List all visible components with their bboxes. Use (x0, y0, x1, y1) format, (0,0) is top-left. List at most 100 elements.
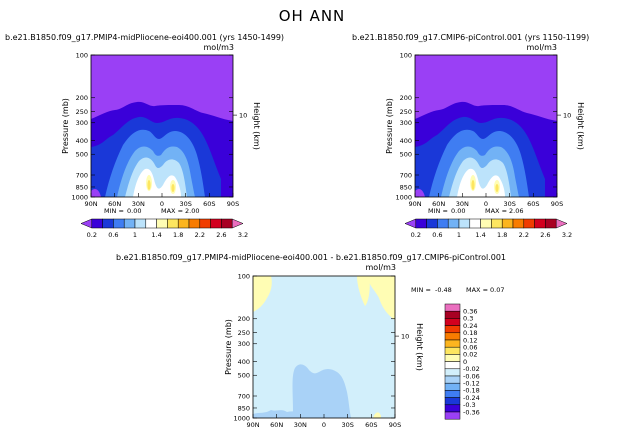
y-tick-label: 500 (76, 151, 88, 159)
right-tick-label: 10 (401, 332, 409, 340)
colorbar-swatch (188, 218, 201, 229)
colorbar-tick-label: 0.36 (463, 308, 477, 316)
x-tick-label: 90S (227, 200, 239, 208)
max-label: MAX = (466, 286, 488, 294)
tick-layer: 90N 60N 30N 0 30S 60S 90S 100 200 250 300 400 500 700… (233, 272, 409, 429)
contour-band (495, 184, 499, 192)
x-tick-label: 60S (203, 200, 215, 208)
colorbar-tick-label: 1 (457, 231, 461, 239)
colorbar-swatch (444, 382, 461, 391)
colorbar: 0.2 0.6 1 1.4 1.8 2.2 2.6 3.2 (80, 218, 248, 239)
units-label: mol/m3 (527, 43, 558, 52)
colorbar-swatch (415, 218, 427, 229)
colorbar-swatch (231, 218, 244, 229)
y-tick-label: 850 (76, 183, 88, 191)
x-tick-label: 0 (322, 421, 326, 429)
colorbar-tick-label: -0.24 (463, 394, 480, 402)
colorbar-tick-label: 0.18 (463, 329, 477, 337)
y-tick-label: 1000 (233, 414, 250, 422)
panel-midpliocene: b.e21.B1850.f09_g17.PMIP4-midPliocene-eo… (5, 33, 284, 239)
colorbar-swatch (426, 218, 438, 229)
colorbar-swatch (134, 218, 147, 229)
colorbar-swatch (221, 218, 233, 229)
contour-band (253, 410, 345, 418)
y-tick-label: 400 (238, 358, 250, 366)
colorbar-tick-label: -0.3 (463, 401, 476, 409)
colorbar-tick-label: 1 (133, 231, 137, 239)
colorbar-swatch (444, 346, 461, 355)
y-tick-label: 400 (400, 137, 412, 145)
y-tick-label: 250 (400, 108, 412, 116)
colorbar-swatch (545, 218, 557, 229)
panel-title: b.e21.B1850.f09_g17.PMIP4-midPliocene-eo… (116, 253, 506, 262)
colorbar-tick-label: 0.6 (432, 231, 442, 239)
tick-layer: 90N 60N 30N 0 30S 60S 90S 100 200 250 300 400 500 700… (71, 51, 247, 208)
y-tick-label: 500 (400, 151, 412, 159)
units-label: mol/m3 (366, 263, 397, 272)
colorbar-swatch (123, 218, 136, 229)
panel-difference: b.e21.B1850.f09_g17.PMIP4-midPliocene-eo… (116, 253, 506, 429)
colorbar-swatch (555, 218, 568, 229)
colorbar-swatch (80, 218, 93, 229)
contour-band (171, 184, 175, 192)
y-tick-label: 700 (76, 171, 88, 179)
colorbar-swatch (156, 218, 168, 229)
colorbar-swatch (444, 368, 461, 377)
figure-title: OH ANN (279, 7, 346, 25)
y-axis-label: Pressure (mb) (385, 98, 394, 154)
contour-band (357, 276, 370, 306)
colorbar-swatch (444, 339, 461, 348)
y-tick-label: 200 (238, 315, 250, 323)
x-tick-label: 90N (408, 200, 421, 208)
colorbar-swatch (444, 310, 461, 319)
plot-area: 90N 60N 30N 0 30S 60S 90S 100 200 250 300 400 500 700… (395, 51, 571, 208)
y-tick-label: 250 (76, 108, 88, 116)
x-tick-label: 30S (341, 421, 353, 429)
colorbar-swatch (91, 218, 103, 229)
right-axis-label: Height (km) (576, 102, 585, 150)
right-tick-label: 10 (239, 111, 247, 119)
y-tick-label: 500 (238, 372, 250, 380)
contour-band (355, 276, 395, 320)
contour-band (223, 173, 233, 197)
x-tick-label: 30N (132, 200, 145, 208)
x-tick-label: 60N (270, 421, 283, 429)
y-tick-label: 700 (400, 171, 412, 179)
y-tick-label: 200 (400, 94, 412, 102)
x-tick-label: 60N (432, 200, 445, 208)
max-value: 2.00 (185, 207, 199, 215)
colorbar-tick-label: 2.6 (540, 231, 550, 239)
colorbar-tick-label: 0.3 (463, 315, 473, 323)
colorbar-swatch (444, 303, 461, 312)
colorbar: 0.360.30.240.180.120.060.020-0.02-0.06-0… (444, 303, 480, 420)
colorbar-swatch (102, 218, 114, 229)
plot-area: 90N 60N 30N 0 30S 60S 90S 100 200 250 300 400 500 700… (233, 272, 409, 429)
contour-band (292, 364, 351, 418)
y-tick-label: 100 (400, 51, 412, 59)
right-axis-label: Height (km) (252, 102, 261, 150)
units-label: mol/m3 (204, 43, 235, 52)
colorbar-swatch (458, 218, 471, 229)
min-value: 0.00 (127, 207, 141, 215)
colorbar-swatch (145, 218, 157, 229)
contour-band (373, 412, 381, 418)
y-tick-label: 1000 (395, 193, 412, 201)
x-tick-label: 30N (456, 200, 469, 208)
colorbar-tick-label: 3.2 (562, 231, 572, 239)
colorbar-swatch (469, 218, 481, 229)
min-value: 0.00 (451, 207, 465, 215)
colorbar-swatch (167, 218, 179, 229)
colorbar-swatch (444, 411, 461, 420)
colorbar-swatch (113, 218, 125, 229)
contour-band (253, 276, 272, 312)
x-tick-label: 60S (527, 200, 539, 208)
contour-field (253, 276, 395, 418)
min-label: MIN = (104, 207, 124, 215)
x-tick-label: 90S (551, 200, 563, 208)
colorbar-tick-label: -0.12 (463, 380, 480, 388)
colorbar-tick-label: 2.2 (519, 231, 529, 239)
x-tick-label: 60N (108, 200, 121, 208)
colorbar-tick-label: 0.12 (463, 336, 477, 344)
y-tick-label: 300 (238, 340, 250, 348)
